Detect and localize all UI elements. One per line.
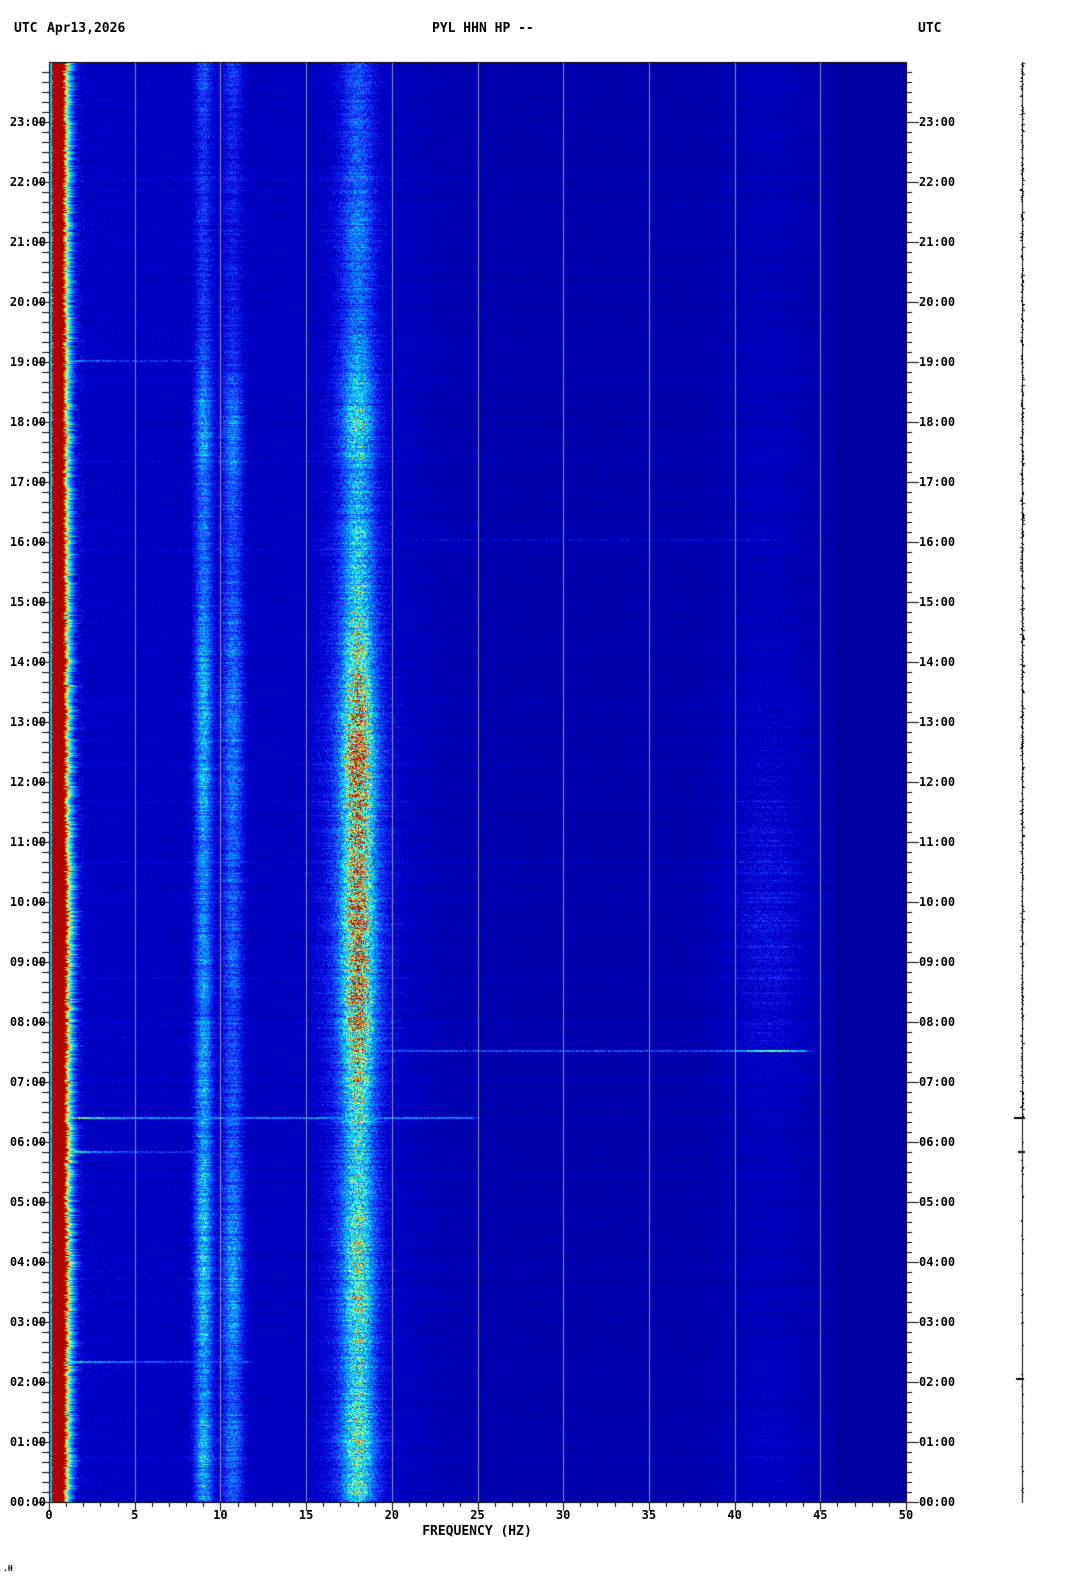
time-label-left: 01:00 <box>9 1435 46 1449</box>
footer-artifact: .H <box>3 1564 13 1573</box>
time-label-left: 03:00 <box>9 1315 46 1329</box>
time-label-right: 21:00 <box>919 235 956 249</box>
time-label-right: 04:00 <box>919 1255 956 1269</box>
time-label-left: 13:00 <box>9 715 46 729</box>
time-label-right: 22:00 <box>919 175 956 189</box>
time-label-left: 16:00 <box>9 535 46 549</box>
time-label-right: 00:00 <box>919 1495 956 1509</box>
freq-tick-label: 25 <box>470 1508 485 1522</box>
time-label-left: 00:00 <box>9 1495 46 1509</box>
time-label-right: 14:00 <box>919 655 956 669</box>
time-label-left: 08:00 <box>9 1015 46 1029</box>
time-label-right: 15:00 <box>919 595 956 609</box>
time-label-left: 19:00 <box>9 355 46 369</box>
time-label-left: 02:00 <box>9 1375 46 1389</box>
time-label-left: 11:00 <box>9 835 46 849</box>
time-label-right: 20:00 <box>919 295 956 309</box>
time-label-right: 07:00 <box>919 1075 956 1089</box>
date-label: Apr13,2026 <box>47 21 126 36</box>
time-label-left: 09:00 <box>9 955 46 969</box>
time-label-left: 23:00 <box>9 115 46 129</box>
time-label-left: 22:00 <box>9 175 46 189</box>
freq-tick-label: 10 <box>213 1508 228 1522</box>
time-label-left: 21:00 <box>9 235 46 249</box>
time-label-right: 11:00 <box>919 835 956 849</box>
freq-tick-label: 35 <box>641 1508 657 1522</box>
time-label-right: 23:00 <box>919 115 956 129</box>
time-label-left: 14:00 <box>9 655 46 669</box>
page-title: PYL HHN HP -- <box>432 21 534 36</box>
freq-tick-label: 15 <box>298 1508 314 1522</box>
time-label-left: 17:00 <box>9 475 46 489</box>
time-label-right: 01:00 <box>919 1435 956 1449</box>
freq-tick-label: 45 <box>813 1508 828 1522</box>
time-label-right: 08:00 <box>919 1015 956 1029</box>
time-label-left: 06:00 <box>9 1135 46 1149</box>
freq-tick-label: 0 <box>45 1508 53 1522</box>
time-label-left: 05:00 <box>9 1195 46 1209</box>
utc-label-right: UTC <box>918 21 942 36</box>
time-label-right: 02:00 <box>919 1375 956 1389</box>
time-label-right: 19:00 <box>919 355 956 369</box>
freq-tick-label: 50 <box>898 1508 914 1522</box>
time-label-left: 18:00 <box>9 415 46 429</box>
time-label-right: 06:00 <box>919 1135 956 1149</box>
time-label-right: 13:00 <box>919 715 956 729</box>
time-label-left: 20:00 <box>9 295 46 309</box>
freq-tick-label: 5 <box>131 1508 139 1522</box>
time-label-right: 03:00 <box>919 1315 956 1329</box>
time-label-right: 09:00 <box>919 955 956 969</box>
time-label-right: 16:00 <box>919 535 956 549</box>
time-label-right: 10:00 <box>919 895 956 909</box>
time-label-left: 04:00 <box>9 1255 46 1269</box>
utc-label-left: UTC <box>14 21 38 36</box>
time-label-left: 15:00 <box>9 595 46 609</box>
freq-tick-label: 40 <box>727 1508 742 1522</box>
freq-tick-label: 20 <box>384 1508 400 1522</box>
frequency-axis-title: FREQUENCY (HZ) <box>422 1524 532 1539</box>
freq-tick-label: 30 <box>555 1508 571 1522</box>
time-label-right: 18:00 <box>919 415 956 429</box>
time-label-right: 05:00 <box>919 1195 956 1209</box>
time-label-left: 10:00 <box>9 895 46 909</box>
time-label-left: 07:00 <box>9 1075 46 1089</box>
time-label-left: 12:00 <box>9 775 46 789</box>
time-label-right: 12:00 <box>919 775 956 789</box>
time-label-right: 17:00 <box>919 475 956 489</box>
